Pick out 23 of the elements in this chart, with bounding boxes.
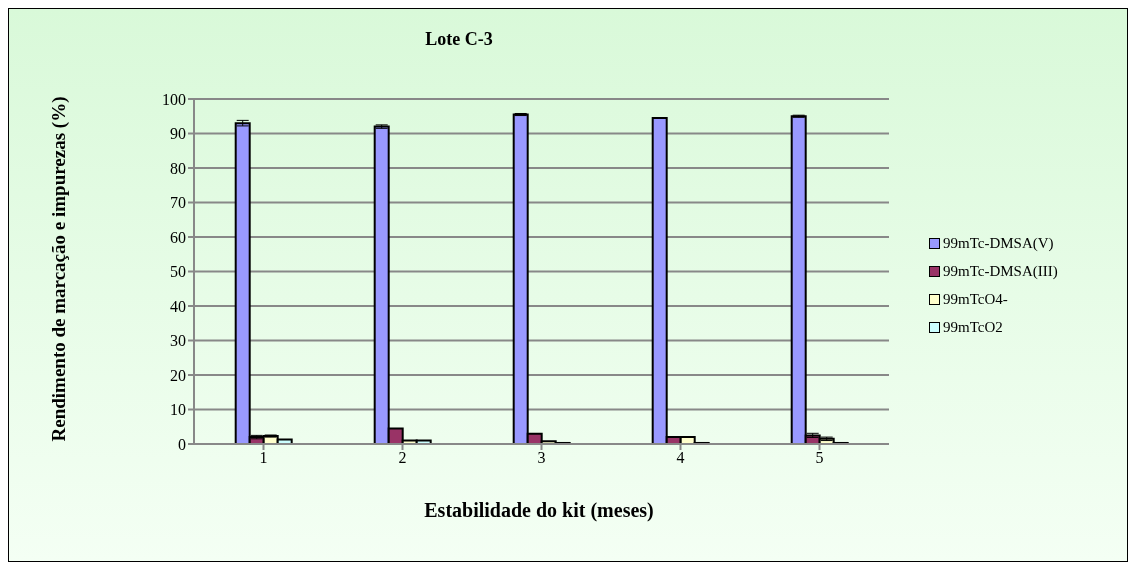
legend-label: 99mTc-DMSA(V) [943, 234, 1054, 252]
x-tick-label: 4 [676, 449, 685, 467]
x-axis-title: Estabilidade do kit (meses) [423, 499, 655, 522]
y-tick-label: 20 [170, 366, 186, 384]
y-tick-label: 90 [170, 125, 186, 143]
y-axis-title: Rendimento de marcação e impurezas (%) [47, 95, 70, 444]
y-tick-label: 40 [170, 297, 186, 315]
y-tick-label: 100 [162, 90, 186, 108]
legend-label: 99mTc-DMSA(III) [943, 262, 1058, 280]
y-tick-label: 50 [170, 263, 186, 281]
y-tick-label: 30 [170, 332, 186, 350]
y-tick-label: 80 [170, 159, 186, 177]
y-tick-label: 10 [170, 401, 186, 419]
legend-label: 99mTcO2 [943, 318, 1003, 336]
legend-label: 99mTcO4- [943, 290, 1008, 308]
y-tick-label: 0 [178, 435, 186, 453]
x-tick-label: 2 [398, 449, 407, 467]
y-tick-label: 60 [170, 228, 186, 246]
x-tick-label: 3 [537, 449, 546, 467]
chart-title: Lote C-3 [424, 29, 494, 50]
x-tick-label: 5 [815, 449, 824, 467]
y-tick-label: 70 [170, 194, 186, 212]
x-tick-label: 1 [259, 449, 268, 467]
